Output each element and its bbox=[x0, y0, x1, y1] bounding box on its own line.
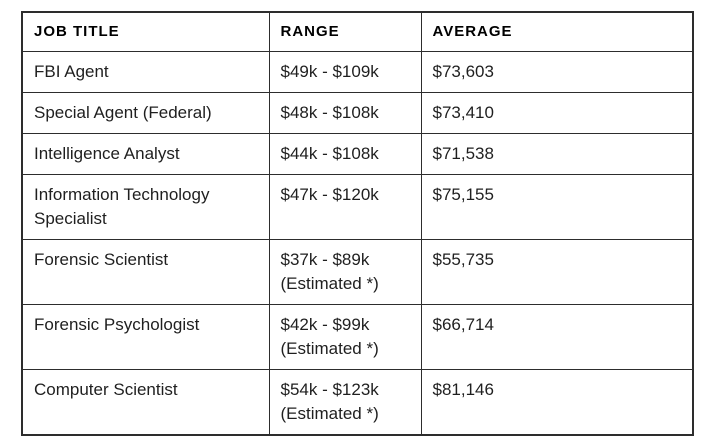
job-title-cell: Forensic Scientist bbox=[21, 239, 270, 305]
table-row: FBI Agent $49k - $109k $73,603 bbox=[21, 51, 694, 93]
average-cell: $81,146 bbox=[420, 369, 694, 436]
table-body: FBI Agent $49k - $109k $73,603 Special Agen… bbox=[21, 51, 694, 436]
column-header-average: AVERAGE bbox=[420, 11, 694, 52]
job-title-cell: FBI Agent bbox=[21, 51, 270, 93]
column-header-range: RANGE bbox=[268, 11, 422, 52]
average-cell: $71,538 bbox=[420, 133, 694, 175]
job-title-cell: Information Technology Specialist bbox=[21, 174, 270, 240]
range-line: (Estimated *) bbox=[280, 339, 379, 358]
range-cell: $47k - $120k bbox=[268, 174, 422, 240]
range-cell: $49k - $109k bbox=[268, 51, 422, 93]
range-line: $42k - $99k bbox=[280, 315, 370, 334]
range-cell: $48k - $108k bbox=[268, 92, 422, 134]
table-row: Special Agent (Federal) $48k - $108k $73,4… bbox=[21, 92, 694, 134]
average-cell: $55,735 bbox=[420, 239, 694, 305]
table-row: Forensic Scientist $37k - $89k (Estimated … bbox=[21, 239, 694, 305]
range-line: $54k - $123k bbox=[280, 380, 379, 399]
header-row: JOB TITLE RANGE AVERAGE bbox=[21, 11, 694, 52]
column-header-job-title: JOB TITLE bbox=[21, 11, 270, 52]
range-cell: $54k - $123k (Estimated *) bbox=[268, 369, 422, 436]
table-row: Information Technology Specialist $47k - … bbox=[21, 174, 694, 240]
average-cell: $73,410 bbox=[420, 92, 694, 134]
average-cell: $73,603 bbox=[420, 51, 694, 93]
job-title-cell: Computer Scientist bbox=[21, 369, 270, 436]
average-cell: $75,155 bbox=[420, 174, 694, 240]
range-cell: $42k - $99k (Estimated *) bbox=[268, 304, 422, 370]
job-title-cell: Forensic Psychologist bbox=[21, 304, 270, 370]
salary-table-container: JOB TITLE RANGE AVERAGE FBI Agent $49k - … bbox=[21, 11, 694, 436]
table-header: JOB TITLE RANGE AVERAGE bbox=[21, 11, 694, 52]
range-line: (Estimated *) bbox=[280, 404, 379, 423]
table-row: Intelligence Analyst $44k - $108k $71,538 bbox=[21, 133, 694, 175]
range-cell: $37k - $89k (Estimated *) bbox=[268, 239, 422, 305]
job-title-cell: Intelligence Analyst bbox=[21, 133, 270, 175]
range-line: (Estimated *) bbox=[280, 274, 379, 293]
range-line: $37k - $89k bbox=[280, 250, 370, 269]
table-row: Computer Scientist $54k - $123k (Estimated… bbox=[21, 369, 694, 436]
job-title-cell: Special Agent (Federal) bbox=[21, 92, 270, 134]
table-row: Forensic Psychologist $42k - $99k (Estimat… bbox=[21, 304, 694, 370]
average-cell: $66,714 bbox=[420, 304, 694, 370]
salary-table: JOB TITLE RANGE AVERAGE FBI Agent $49k - … bbox=[21, 11, 694, 436]
range-cell: $44k - $108k bbox=[268, 133, 422, 175]
